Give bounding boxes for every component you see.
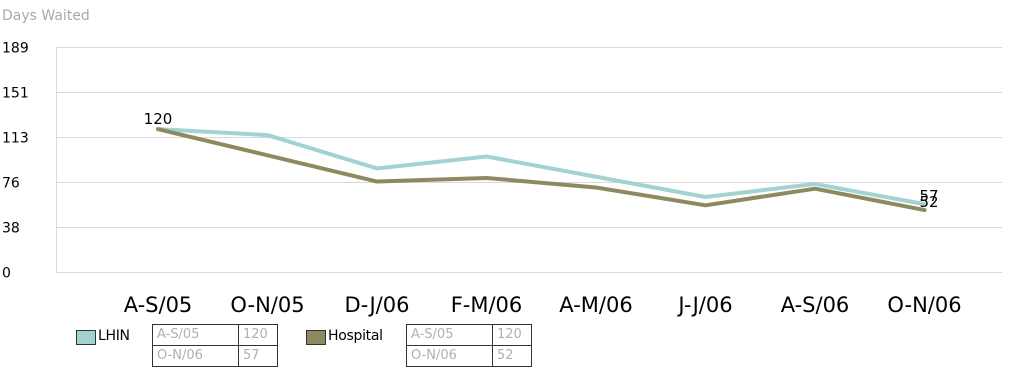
- legend-swatch-hospital: [306, 330, 326, 345]
- data-point: [704, 195, 707, 199]
- x-tick-label: O-N/06: [887, 293, 961, 317]
- data-point: [923, 208, 926, 212]
- legend-table-lhin: A-S/05 120 O-N/06 57: [152, 324, 278, 367]
- legend-table-hospital: A-S/05 120 O-N/06 52: [406, 324, 532, 367]
- table-cell-period: A-S/05: [152, 324, 239, 346]
- data-point: [594, 175, 598, 179]
- data-point: [704, 203, 707, 207]
- y-tick-label: 151: [2, 86, 29, 102]
- data-point: [923, 202, 926, 206]
- x-tick-label: A-S/06: [781, 293, 850, 317]
- table-cell-period: A-S/05: [406, 324, 493, 346]
- table-cell-value: 120: [492, 324, 532, 346]
- legend-swatch-lhin: [76, 330, 96, 345]
- data-point: [375, 180, 379, 184]
- data-label: 52: [920, 193, 939, 211]
- data-point: [375, 166, 379, 170]
- data-label: 120: [144, 110, 173, 128]
- y-axis-title: Days Waited: [2, 8, 90, 24]
- x-tick-label: O-N/05: [230, 293, 304, 317]
- data-point: [156, 127, 160, 131]
- x-tick-label: A-M/06: [559, 293, 632, 317]
- data-point: [813, 182, 817, 186]
- series-line-hospital: [156, 127, 927, 213]
- table-row: A-S/05 120: [406, 324, 532, 346]
- y-tick-label: 0: [2, 266, 11, 282]
- data-point: [594, 185, 598, 189]
- table-row: A-S/05 120: [152, 324, 278, 346]
- x-tick-label: A-S/05: [124, 293, 193, 317]
- x-tick-label: J-J/06: [676, 293, 732, 317]
- data-point: [813, 187, 817, 191]
- legend-label-lhin: LHIN: [98, 328, 130, 344]
- series-line-lhin: [156, 127, 927, 207]
- legend-label-hospital: Hospital: [328, 328, 383, 344]
- data-point: [266, 133, 269, 137]
- data-point: [266, 153, 269, 157]
- y-tick-label: 189: [2, 41, 29, 57]
- x-tick-label: D-J/06: [345, 293, 410, 317]
- data-point: [485, 176, 488, 180]
- data-label: 57: [920, 187, 939, 205]
- table-cell-value: 120: [238, 324, 278, 346]
- table-cell-value: 57: [238, 345, 278, 367]
- table-row: O-N/06 57: [152, 345, 278, 367]
- legend: LHIN A-S/05 120 O-N/06 57 Hospital A-S/0…: [0, 322, 1012, 370]
- x-tick-label: F-M/06: [451, 293, 523, 317]
- y-tick-label: 113: [2, 131, 29, 147]
- data-point: [485, 155, 488, 159]
- table-cell-period: O-N/06: [406, 345, 493, 367]
- table-cell-value: 52: [492, 345, 532, 367]
- plot-area: 0 38 76 113 151 189 A-S/05 O-N/05 D-J/06 F-M/06 A-…: [2, 41, 1002, 317]
- y-tick-label: 76: [2, 176, 20, 192]
- table-cell-period: O-N/06: [152, 345, 239, 367]
- y-tick-label: 38: [2, 221, 20, 237]
- table-row: O-N/06 52: [406, 345, 532, 367]
